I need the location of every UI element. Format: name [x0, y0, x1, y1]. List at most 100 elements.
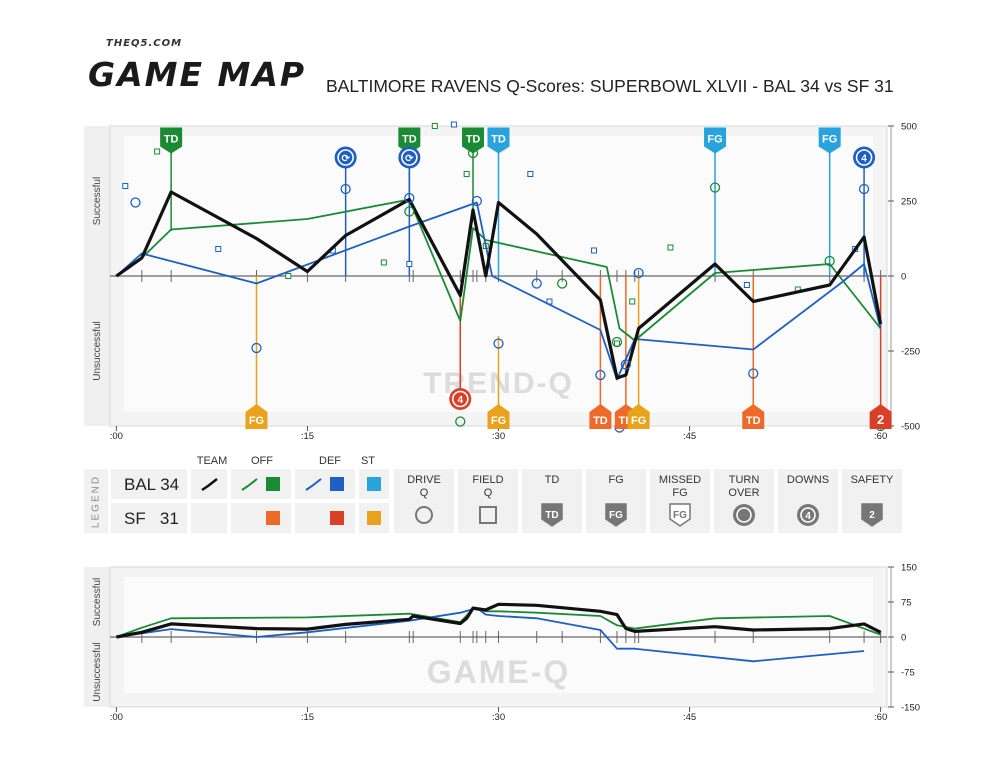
marker-label: 4 — [861, 154, 867, 165]
drive-circle-icon — [415, 506, 433, 524]
marker-label: TD — [164, 134, 179, 146]
defense-line-icon — [305, 478, 322, 491]
marker-label: TD — [593, 415, 608, 427]
legend-col-team: TEAM — [196, 455, 228, 467]
team-line-icon — [201, 478, 218, 492]
drive-q-point — [709, 182, 721, 193]
marker-label: TD — [746, 415, 761, 427]
field-q-point — [667, 244, 674, 251]
legend: LEGEND TEAM OFF DEF ST BAL 34 SF 31 DRIV… — [84, 455, 902, 533]
svg-text:4: 4 — [805, 511, 811, 522]
field-q-point — [450, 121, 457, 128]
drive-q-point — [404, 192, 415, 204]
downs-circle-icon: 4 — [797, 504, 819, 526]
field-q-point — [743, 282, 750, 288]
legend-item-fg-shield: FG FG — [586, 469, 646, 533]
marker-label: 4 — [458, 395, 464, 406]
drive-q-point — [471, 195, 482, 207]
legend-col-off: OFF — [251, 455, 273, 467]
legend-item-safety-shield: SAFETY 2 — [842, 469, 902, 533]
page-title: BALTIMORE RAVENS Q-Scores: SUPERBOWL XLV… — [326, 76, 894, 96]
y-tick-label: -250 — [901, 347, 920, 358]
marker-label: TD — [466, 134, 481, 146]
field-q-point — [591, 247, 598, 254]
legend-item-drive-circle: DRIVE Q — [394, 469, 454, 533]
series-offense — [116, 608, 881, 638]
legend-item-td-shield: TD TD — [522, 469, 582, 533]
svg-text:TD: TD — [545, 510, 558, 521]
legend-item-label: FIELD Q — [472, 474, 504, 499]
legend-item-label: DRIVE Q — [407, 474, 441, 499]
fg-icon — [704, 127, 727, 154]
marker-label: ⟳ — [405, 154, 414, 165]
trend-q-chart: Successful Unsuccessful TREND-Q 500 250 0 -250… — [84, 121, 920, 442]
legend-item-turnover-circle: TURN OVER — [714, 469, 774, 533]
marker-label: FG — [631, 415, 646, 427]
x-tick-label: :00 — [110, 712, 123, 723]
drive-q-point — [404, 206, 415, 217]
marker-label: FG — [822, 134, 837, 146]
field-q-point — [463, 171, 470, 177]
y-tick-label: -75 — [901, 668, 915, 679]
x-tick-label: :30 — [492, 431, 505, 442]
legend-item-label: DOWNS — [786, 474, 830, 486]
ylabel-successful: Successful — [92, 578, 103, 626]
fg-icon — [487, 404, 510, 429]
y-tick-label: 75 — [901, 598, 912, 609]
field-q-point — [122, 183, 129, 189]
field-q-point — [215, 246, 222, 252]
y-tick-label: -150 — [901, 703, 920, 714]
drive-q-point — [340, 183, 351, 195]
brand-site: THEQ5.COM — [106, 38, 183, 49]
legend-item-label: TD — [544, 474, 560, 486]
defense-swatch — [330, 477, 344, 491]
drive-q-point — [493, 338, 504, 349]
legend-col-def: DEF — [319, 455, 341, 467]
game-q-chart: Successful Unsuccessful GAME-Q 150 75 0 -75 -15… — [84, 563, 920, 723]
opp-special-teams-swatch — [367, 511, 381, 525]
special-teams-swatch — [367, 477, 381, 491]
marker-label: FG — [249, 415, 264, 427]
x-tick-label: :15 — [301, 712, 314, 723]
watermark: TREND-Q — [423, 367, 574, 400]
td-icon — [589, 404, 612, 429]
drive-q-point — [251, 342, 262, 354]
y-tick-label: 250 — [901, 197, 917, 208]
field-q-point — [527, 171, 534, 177]
field-q-point — [406, 261, 413, 267]
legend-team-sf: SF 31 — [124, 509, 179, 528]
td-icon — [462, 127, 485, 154]
field-q-point — [154, 148, 161, 155]
drive-q-point — [611, 336, 623, 348]
series-defense — [115, 201, 882, 381]
drive-q-point — [455, 416, 466, 427]
x-tick-label: :60 — [874, 712, 887, 723]
ylabel-successful: Successful — [92, 177, 103, 225]
legend-item-label: FG — [608, 474, 624, 486]
x-tick-label: :45 — [683, 431, 696, 442]
marker-label: TD — [402, 134, 417, 146]
x-tick-label: :00 — [110, 431, 123, 442]
ylabel-unsuccessful: Unsuccessful — [92, 321, 103, 380]
fg-icon — [818, 127, 841, 154]
brand-logo: GAME MAP — [88, 55, 307, 94]
series-offense — [115, 198, 882, 342]
y-tick-label: 0 — [901, 272, 906, 283]
drive-q-point — [557, 278, 568, 289]
legend-item-label: TURN OVER — [728, 474, 760, 499]
y-tick-label: -500 — [901, 422, 920, 433]
field-q-point — [380, 259, 387, 266]
x-tick-label: :15 — [301, 431, 314, 442]
fg-icon — [245, 404, 268, 429]
y-tick-label: 500 — [901, 122, 917, 133]
y-tick-label: 0 — [901, 633, 906, 644]
turnover-circle-icon — [733, 504, 755, 526]
legend-team-bal: BAL 34 — [124, 475, 180, 494]
legend-item-downs-circle: DOWNS 4 — [778, 469, 838, 533]
td-icon — [160, 127, 183, 154]
drive-q-point — [824, 255, 835, 267]
offense-swatch — [266, 477, 280, 491]
td-shield-icon: TD — [541, 503, 563, 527]
marker-label: TD — [491, 134, 506, 146]
legend-item-field-square: FIELD Q — [458, 469, 518, 533]
